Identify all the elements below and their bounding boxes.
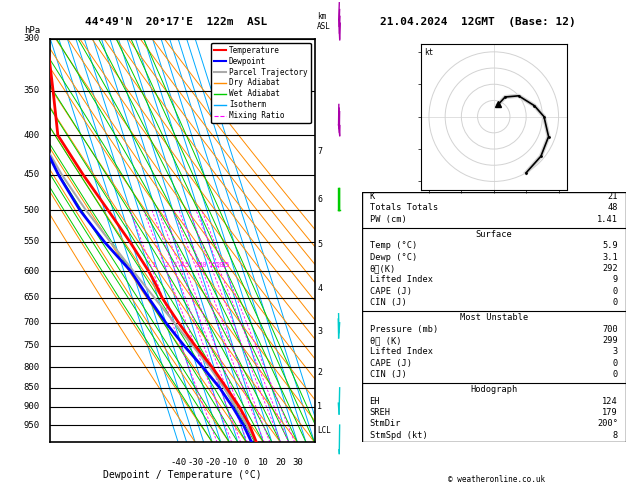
Text: 800: 800 xyxy=(24,363,40,372)
Text: 600: 600 xyxy=(24,267,40,276)
Text: 9: 9 xyxy=(613,276,618,284)
Text: 25: 25 xyxy=(221,262,230,268)
Text: 179: 179 xyxy=(602,408,618,417)
Legend: Temperature, Dewpoint, Parcel Trajectory, Dry Adiabat, Wet Adiabat, Isotherm, Mi: Temperature, Dewpoint, Parcel Trajectory… xyxy=(211,43,311,123)
Text: 5.9: 5.9 xyxy=(602,241,618,250)
Text: Most Unstable: Most Unstable xyxy=(460,313,528,322)
Text: 2: 2 xyxy=(164,262,169,268)
Text: Dewp (°C): Dewp (°C) xyxy=(370,253,417,261)
Text: 1.41: 1.41 xyxy=(597,215,618,224)
Text: 4: 4 xyxy=(317,284,322,293)
Text: 3: 3 xyxy=(613,347,618,356)
Text: θᴄ (K): θᴄ (K) xyxy=(370,336,401,345)
Text: 0: 0 xyxy=(243,458,249,468)
Text: θᴄ(K): θᴄ(K) xyxy=(370,264,396,273)
Text: 3: 3 xyxy=(317,327,322,336)
Text: 292: 292 xyxy=(602,264,618,273)
Text: -40: -40 xyxy=(170,458,186,468)
Text: -20: -20 xyxy=(204,458,220,468)
Text: 3.1: 3.1 xyxy=(602,253,618,261)
Text: 5: 5 xyxy=(184,262,189,268)
Text: 48: 48 xyxy=(608,204,618,212)
Text: 21.04.2024  12GMT  (Base: 12): 21.04.2024 12GMT (Base: 12) xyxy=(380,17,576,27)
Text: 6: 6 xyxy=(317,194,322,204)
Text: 850: 850 xyxy=(24,383,40,392)
Text: Lifted Index: Lifted Index xyxy=(370,276,433,284)
Text: © weatheronline.co.uk: © weatheronline.co.uk xyxy=(448,474,545,484)
Text: Surface: Surface xyxy=(476,230,512,239)
Text: 124: 124 xyxy=(602,397,618,405)
Text: 4: 4 xyxy=(179,262,184,268)
Text: StmSpd (kt): StmSpd (kt) xyxy=(370,431,427,440)
Text: 450: 450 xyxy=(24,170,40,179)
Text: 21: 21 xyxy=(608,192,618,201)
Text: -10: -10 xyxy=(221,458,237,468)
Text: 10: 10 xyxy=(258,458,269,468)
Text: 400: 400 xyxy=(24,131,40,140)
Text: km
ASL: km ASL xyxy=(317,12,331,31)
Text: 0: 0 xyxy=(613,298,618,307)
Text: 550: 550 xyxy=(24,238,40,246)
Text: CIN (J): CIN (J) xyxy=(370,370,406,379)
Text: 200°: 200° xyxy=(597,419,618,428)
Text: StmDir: StmDir xyxy=(370,419,401,428)
Text: 5: 5 xyxy=(317,240,322,249)
Text: Pressure (mb): Pressure (mb) xyxy=(370,325,438,333)
Text: 8: 8 xyxy=(613,431,618,440)
Text: 299: 299 xyxy=(602,336,618,345)
Text: 2: 2 xyxy=(317,368,322,377)
Text: hPa: hPa xyxy=(24,26,40,35)
Text: EH: EH xyxy=(370,397,380,405)
Text: 1: 1 xyxy=(317,402,322,412)
Text: 950: 950 xyxy=(24,420,40,430)
Text: SREH: SREH xyxy=(370,408,391,417)
Text: PW (cm): PW (cm) xyxy=(370,215,406,224)
Text: 44°49'N  20°17'E  122m  ASL: 44°49'N 20°17'E 122m ASL xyxy=(85,17,267,27)
Text: 20: 20 xyxy=(275,458,286,468)
Text: kt: kt xyxy=(424,48,433,57)
Text: 750: 750 xyxy=(24,341,40,350)
Text: Hodograph: Hodograph xyxy=(470,385,518,394)
Text: 350: 350 xyxy=(24,86,40,95)
Text: CAPE (J): CAPE (J) xyxy=(370,359,411,368)
Text: LCL: LCL xyxy=(317,426,331,435)
Text: 0: 0 xyxy=(613,287,618,296)
Text: 0: 0 xyxy=(613,359,618,368)
Text: CIN (J): CIN (J) xyxy=(370,298,406,307)
Text: 300: 300 xyxy=(24,35,40,43)
Text: 650: 650 xyxy=(24,294,40,302)
Text: 900: 900 xyxy=(24,402,40,412)
Text: Totals Totals: Totals Totals xyxy=(370,204,438,212)
Text: 3: 3 xyxy=(173,262,177,268)
Text: 30: 30 xyxy=(292,458,303,468)
Text: 700: 700 xyxy=(24,318,40,327)
Text: Lifted Index: Lifted Index xyxy=(370,347,433,356)
Text: 500: 500 xyxy=(24,206,40,214)
Text: -30: -30 xyxy=(187,458,203,468)
Text: 1: 1 xyxy=(151,262,155,268)
Text: 10: 10 xyxy=(198,262,207,268)
Text: 700: 700 xyxy=(602,325,618,333)
Text: Dewpoint / Temperature (°C): Dewpoint / Temperature (°C) xyxy=(103,470,262,481)
Text: 20: 20 xyxy=(216,262,225,268)
Text: 15: 15 xyxy=(208,262,217,268)
Text: CAPE (J): CAPE (J) xyxy=(370,287,411,296)
Text: K: K xyxy=(370,192,375,201)
Text: 0: 0 xyxy=(613,370,618,379)
Text: 8: 8 xyxy=(195,262,199,268)
Text: Temp (°C): Temp (°C) xyxy=(370,241,417,250)
Text: 7: 7 xyxy=(317,147,322,156)
